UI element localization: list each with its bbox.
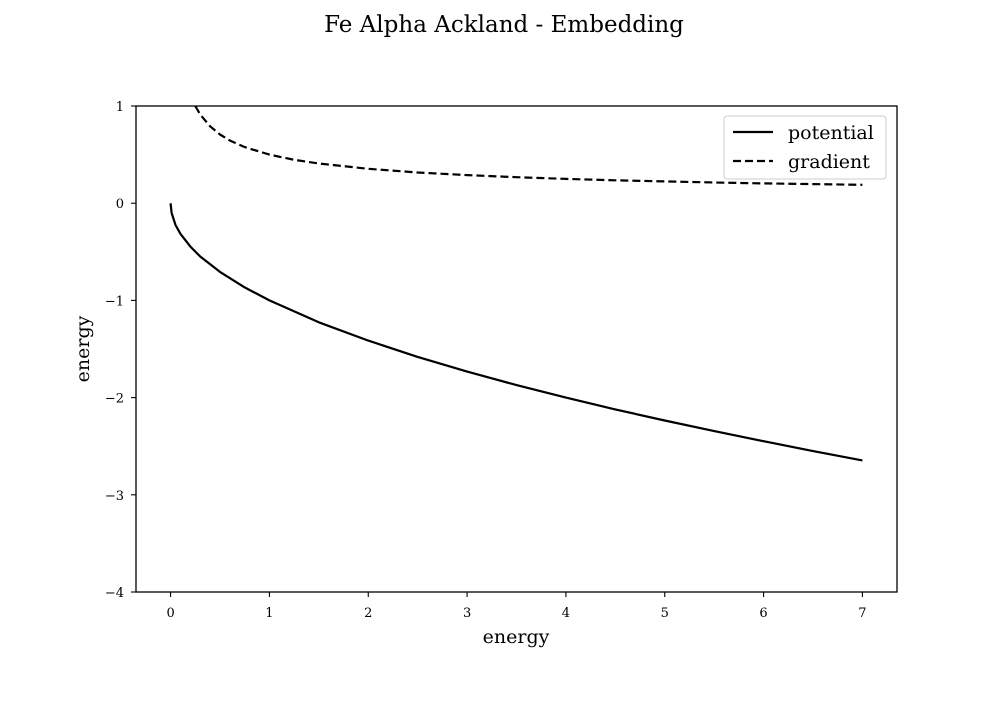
y-axis-label: energy <box>72 315 94 382</box>
x-axis-label: energy <box>483 626 550 648</box>
x-tick-label: 4 <box>562 606 570 621</box>
legend-label-gradient: gradient <box>788 151 870 173</box>
y-tick-label: −4 <box>105 586 124 601</box>
series-line-gradient <box>194 105 863 186</box>
chart-title: Fe Alpha Ackland - Embedding <box>324 12 684 38</box>
legend: potential gradient <box>723 115 887 180</box>
y-tick-label: −2 <box>105 392 124 407</box>
y-tick-label: −3 <box>105 489 124 504</box>
x-tick-label: 3 <box>463 606 471 621</box>
x-tick-label: 7 <box>858 606 866 621</box>
x-tick-label: 2 <box>364 606 372 621</box>
x-axis: 0 1 2 3 4 5 6 7 <box>166 592 867 621</box>
x-tick-label: 6 <box>759 606 767 621</box>
series-line-potential <box>169 203 863 462</box>
legend-label-potential: potential <box>788 122 874 144</box>
y-tick-label: −1 <box>105 294 124 309</box>
x-tick-label: 5 <box>661 606 669 621</box>
plot-frame <box>135 105 898 593</box>
y-tick-label: 0 <box>116 197 124 212</box>
y-tick-label: 1 <box>116 100 124 115</box>
x-tick-label: 1 <box>265 606 273 621</box>
x-tick-label: 0 <box>166 606 174 621</box>
plot-area <box>169 105 863 462</box>
y-axis: 1 0 −1 −2 −3 −4 <box>105 100 136 601</box>
